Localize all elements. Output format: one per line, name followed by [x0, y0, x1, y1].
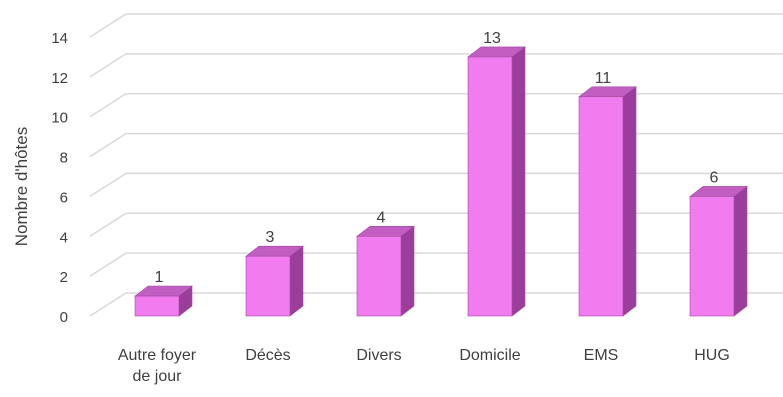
bar-side — [400, 225, 415, 317]
x-tick-label: Autre foyer — [118, 347, 197, 364]
gridline — [89, 92, 783, 118]
bar — [356, 235, 402, 317]
y-tick-label: 12 — [51, 70, 68, 87]
data-label: 4 — [377, 209, 386, 226]
gridline — [89, 132, 783, 158]
bar-side — [733, 185, 748, 317]
y-tick-label: 2 — [60, 269, 68, 286]
gridline — [89, 53, 783, 78]
gridline — [89, 292, 783, 317]
x-tick-label: Divers — [356, 347, 401, 364]
data-label: 1 — [155, 269, 164, 286]
data-label: 13 — [483, 30, 501, 47]
data-label: 11 — [595, 70, 612, 87]
x-tick-label: Domicile — [459, 347, 520, 364]
gridline — [89, 212, 783, 237]
x-tick-label: de jour — [133, 368, 183, 385]
data-label: 3 — [266, 229, 275, 246]
bar — [467, 56, 513, 317]
y-tick-label: 4 — [60, 229, 68, 246]
y-tick-label: 14 — [51, 30, 68, 47]
bar — [134, 295, 180, 317]
gridline — [89, 172, 783, 198]
y-axis-title: Nombre d'hôtes — [12, 127, 31, 246]
bar-side — [289, 245, 304, 317]
bar-side — [511, 46, 526, 317]
gridline — [89, 13, 783, 38]
y-tick-label: 6 — [60, 189, 68, 206]
bar — [689, 196, 735, 317]
bar — [245, 255, 291, 317]
x-tick-label: Décès — [245, 347, 290, 364]
data-label: 6 — [710, 169, 719, 186]
gridline — [89, 252, 783, 277]
x-tick-label: HUG — [694, 347, 730, 364]
y-tick-label: 10 — [51, 110, 68, 127]
bar — [578, 96, 624, 317]
y-tick-label: 0 — [60, 309, 68, 326]
y-tick-label: 8 — [60, 150, 68, 167]
bar-side — [622, 86, 637, 317]
x-tick-label: EMS — [584, 347, 619, 364]
